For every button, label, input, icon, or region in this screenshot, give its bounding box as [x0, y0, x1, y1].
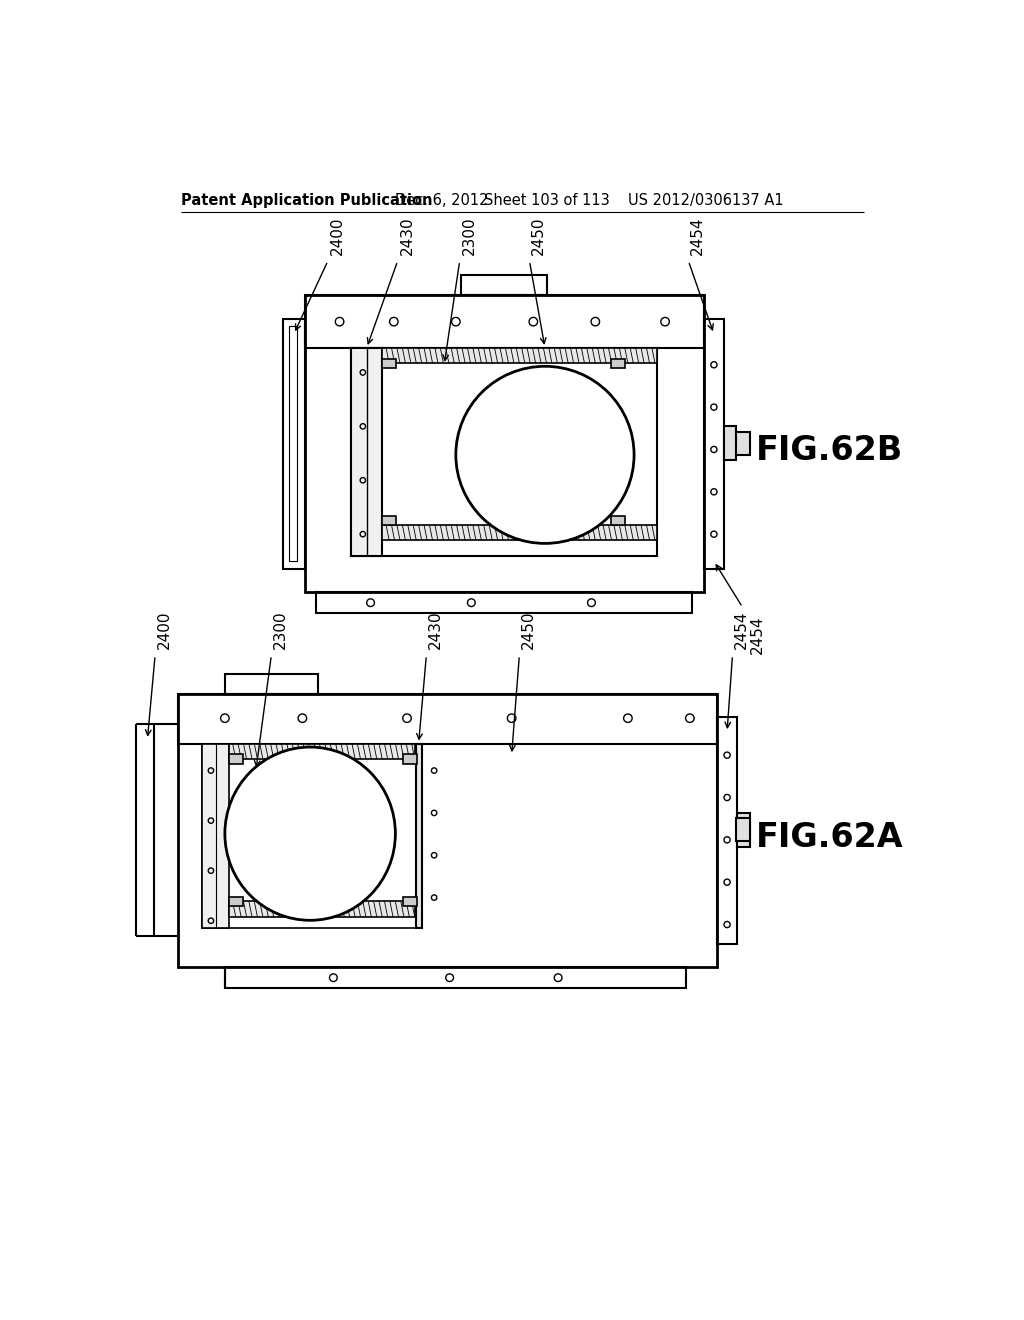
Bar: [382, 525, 657, 540]
Text: US 2012/0306137 A1: US 2012/0306137 A1: [628, 193, 783, 209]
Text: 2454: 2454: [734, 610, 750, 649]
Bar: [736, 432, 751, 455]
Bar: [403, 896, 417, 906]
Bar: [351, 348, 382, 556]
Ellipse shape: [456, 367, 634, 544]
Text: Patent Application Publication: Patent Application Publication: [180, 193, 432, 209]
Text: Sheet 103 of 113: Sheet 103 of 113: [484, 193, 610, 209]
Bar: [305, 296, 703, 348]
Text: 2454: 2454: [751, 615, 765, 653]
Bar: [737, 813, 750, 847]
Text: Dec. 6, 2012: Dec. 6, 2012: [395, 193, 488, 209]
Text: 2400: 2400: [330, 216, 345, 256]
Bar: [461, 276, 547, 296]
Bar: [382, 348, 657, 363]
Text: 2450: 2450: [531, 216, 546, 256]
Bar: [316, 591, 692, 614]
Bar: [351, 348, 657, 556]
Bar: [382, 359, 396, 368]
Text: 2400: 2400: [157, 610, 172, 649]
Text: 2430: 2430: [399, 216, 415, 256]
Bar: [403, 755, 417, 763]
Bar: [611, 359, 625, 368]
Text: 2454: 2454: [690, 216, 706, 256]
Bar: [225, 966, 686, 989]
Bar: [382, 516, 396, 525]
Bar: [228, 902, 415, 917]
Text: FIG.62A: FIG.62A: [756, 821, 903, 854]
Bar: [178, 693, 717, 966]
Text: FIG.62B: FIG.62B: [756, 434, 903, 467]
Bar: [283, 318, 305, 569]
Bar: [717, 717, 737, 944]
Bar: [736, 818, 751, 841]
Bar: [228, 896, 243, 906]
Bar: [228, 743, 415, 759]
Bar: [178, 693, 717, 743]
Bar: [305, 296, 703, 591]
Text: 2430: 2430: [428, 610, 443, 649]
Bar: [724, 426, 736, 461]
Text: 2300: 2300: [273, 610, 288, 649]
Text: 2450: 2450: [521, 610, 537, 649]
Bar: [202, 743, 422, 928]
Bar: [703, 318, 724, 569]
Bar: [416, 743, 422, 928]
Ellipse shape: [225, 747, 395, 920]
Bar: [202, 743, 228, 928]
Bar: [289, 326, 297, 561]
Bar: [228, 755, 243, 763]
Bar: [611, 516, 625, 525]
Text: 2300: 2300: [462, 216, 476, 256]
Bar: [225, 673, 317, 693]
